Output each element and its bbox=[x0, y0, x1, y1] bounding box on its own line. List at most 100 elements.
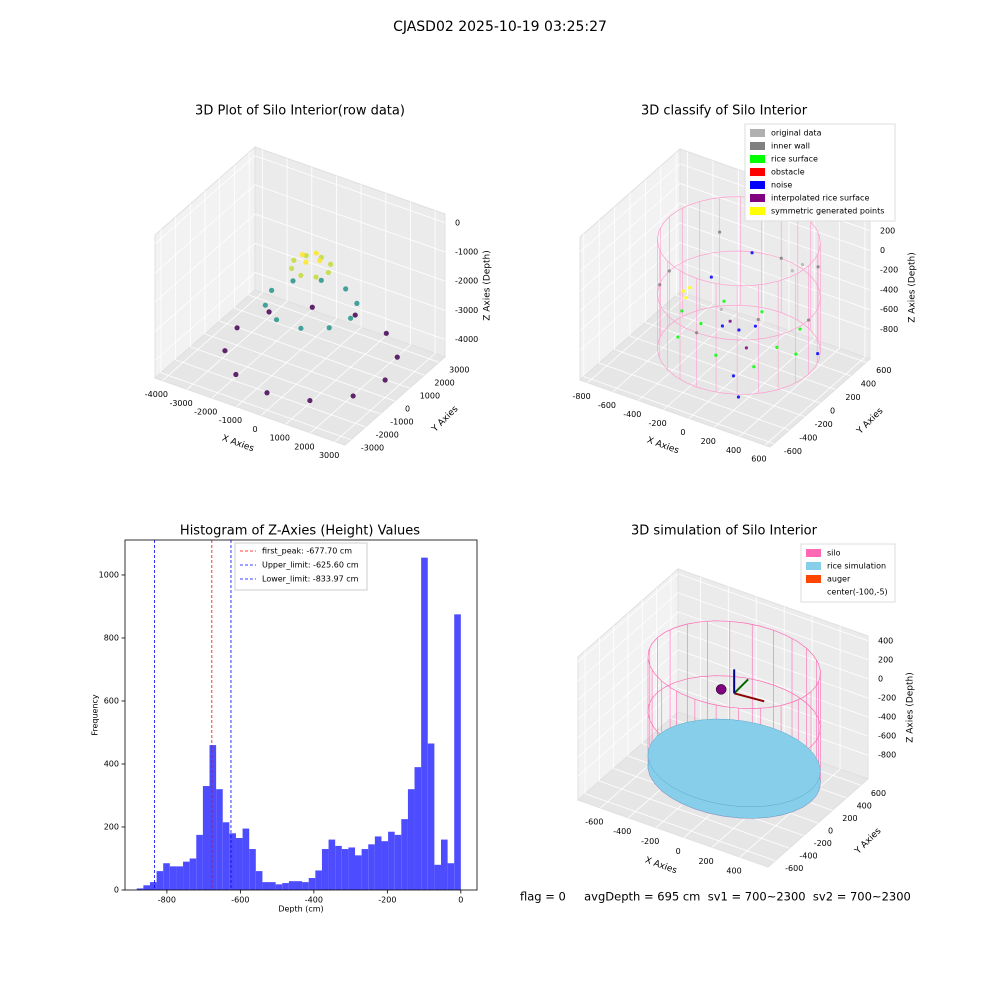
point bbox=[728, 319, 732, 323]
grid-line bbox=[175, 216, 366, 428]
y-tick-label: -400 bbox=[799, 434, 817, 443]
bar bbox=[255, 871, 263, 890]
legend-label: noise bbox=[771, 181, 792, 190]
y-tick-label: 400 bbox=[861, 379, 876, 388]
grid-line bbox=[579, 202, 871, 292]
grid-line bbox=[154, 213, 446, 303]
chart-title: 3D classify of Silo Interior bbox=[641, 104, 808, 119]
y-axis-label: Y Axies bbox=[855, 406, 886, 437]
y-tick-label: 600 bbox=[876, 366, 891, 375]
grid-line bbox=[739, 205, 840, 437]
point bbox=[352, 312, 358, 318]
bar bbox=[149, 882, 157, 890]
z-tick-label: -600 bbox=[880, 305, 898, 314]
x-axis-label: X Axies bbox=[220, 434, 255, 455]
bar bbox=[229, 833, 236, 890]
grid-line bbox=[162, 149, 263, 381]
auger-axis bbox=[733, 678, 749, 695]
grid-line bbox=[598, 220, 790, 431]
point bbox=[327, 261, 334, 267]
bar bbox=[454, 614, 461, 890]
z-tick-label: -2000 bbox=[455, 277, 478, 286]
z-tick-label: -800 bbox=[880, 325, 898, 334]
bar bbox=[401, 819, 408, 890]
x-tick-label: -200 bbox=[649, 419, 667, 428]
y-tick-label: 400 bbox=[104, 759, 119, 768]
legend-swatch bbox=[806, 549, 821, 557]
legend-box bbox=[744, 123, 896, 222]
grid-line bbox=[219, 178, 410, 389]
auger-head bbox=[715, 684, 727, 695]
bar bbox=[341, 849, 349, 890]
point bbox=[684, 296, 688, 300]
grid-line bbox=[638, 169, 739, 401]
point bbox=[222, 348, 228, 354]
grid-line bbox=[154, 272, 446, 361]
y-tick-label: 1000 bbox=[420, 392, 440, 401]
bar bbox=[315, 870, 322, 890]
z-tick-label: -400 bbox=[878, 713, 896, 722]
x-tick-label: -3000 bbox=[169, 399, 192, 408]
silo-ring bbox=[647, 620, 821, 709]
chart-title: Histogram of Z-Axies (Height) Values bbox=[180, 524, 420, 539]
legend-swatch bbox=[750, 168, 765, 176]
legend-label: rice surface bbox=[771, 155, 818, 164]
z-axis-label: Z Axies (Depth) bbox=[483, 250, 493, 321]
point bbox=[720, 324, 725, 328]
point bbox=[731, 374, 736, 378]
bar bbox=[447, 863, 455, 890]
x-tick-label: -400 bbox=[305, 896, 323, 905]
legend-label: auger bbox=[827, 575, 851, 584]
z-axis-label: Z Axies (Depth) bbox=[908, 252, 918, 323]
grid-line bbox=[579, 261, 871, 351]
grid-line bbox=[645, 179, 836, 390]
x-tick-label: -200 bbox=[641, 837, 659, 846]
bar bbox=[335, 845, 342, 890]
legend-swatch bbox=[750, 194, 765, 202]
grid-line bbox=[579, 242, 871, 332]
point bbox=[299, 251, 306, 258]
legend-swatch bbox=[750, 155, 765, 163]
point bbox=[325, 269, 331, 276]
y-tick-label: -3000 bbox=[361, 443, 384, 452]
point bbox=[699, 321, 703, 326]
legend-label: Upper_limit: -625.60 cm bbox=[262, 561, 359, 570]
y-tick-label: 400 bbox=[857, 801, 872, 810]
grid-line bbox=[285, 193, 387, 425]
legend-label: Lower_limit: -833.97 cm bbox=[262, 575, 359, 584]
bar bbox=[440, 839, 448, 890]
bar bbox=[189, 858, 197, 890]
bar bbox=[176, 866, 184, 890]
point bbox=[695, 331, 699, 335]
z-tick-label: -4000 bbox=[455, 335, 478, 344]
point bbox=[775, 345, 779, 349]
point bbox=[756, 317, 760, 322]
x-tick-label: 0 bbox=[676, 847, 681, 856]
point bbox=[667, 269, 671, 273]
x-tick-label: -2000 bbox=[194, 408, 217, 417]
legend-label: symmetric generated points bbox=[771, 207, 884, 216]
grid-line bbox=[612, 160, 714, 392]
x-axis-label: X Axies bbox=[645, 436, 680, 457]
point bbox=[394, 354, 400, 360]
x-tick-label: -600 bbox=[585, 817, 603, 826]
grid-line bbox=[688, 187, 790, 419]
grid-line bbox=[587, 151, 688, 384]
grid-line bbox=[739, 626, 841, 858]
x-tick-label: -400 bbox=[613, 827, 631, 836]
y-tick-label: -200 bbox=[814, 839, 832, 848]
bar bbox=[202, 786, 210, 890]
grid-line bbox=[583, 233, 774, 444]
point bbox=[744, 346, 748, 350]
silo-ring bbox=[657, 304, 821, 395]
grid-line bbox=[334, 210, 436, 442]
y-tick-label: 0 bbox=[114, 886, 119, 895]
legend-swatch bbox=[750, 142, 765, 150]
bar bbox=[302, 882, 309, 890]
legend-label: obstacle bbox=[771, 168, 805, 177]
x-axis-label: Depth (cm) bbox=[278, 905, 323, 914]
point bbox=[816, 352, 820, 356]
point bbox=[752, 365, 756, 369]
legend-label: inner wall bbox=[771, 142, 810, 151]
